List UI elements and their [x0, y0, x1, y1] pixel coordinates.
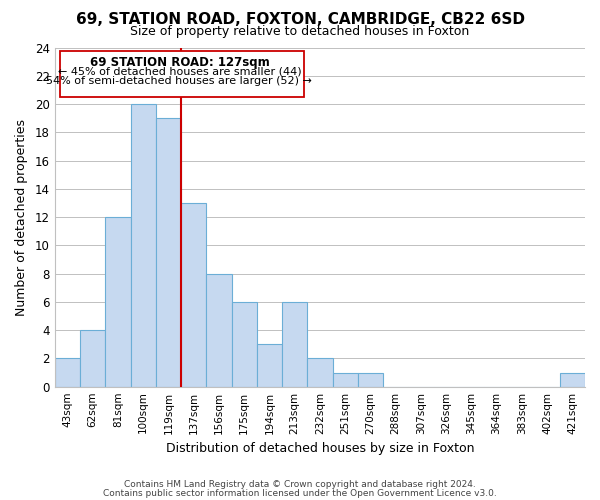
Bar [156, 118, 181, 386]
Bar [55, 358, 80, 386]
Bar [358, 372, 383, 386]
Text: Contains public sector information licensed under the Open Government Licence v3: Contains public sector information licen… [103, 489, 497, 498]
Bar [80, 330, 106, 386]
Text: Size of property relative to detached houses in Foxton: Size of property relative to detached ho… [130, 25, 470, 38]
Y-axis label: Number of detached properties: Number of detached properties [15, 118, 28, 316]
Bar [232, 302, 257, 386]
Text: ← 45% of detached houses are smaller (44): ← 45% of detached houses are smaller (44… [58, 66, 301, 76]
Bar [282, 302, 307, 386]
Text: 69 STATION ROAD: 127sqm: 69 STATION ROAD: 127sqm [89, 56, 269, 69]
Text: 54% of semi-detached houses are larger (52) →: 54% of semi-detached houses are larger (… [46, 76, 313, 86]
FancyBboxPatch shape [60, 51, 304, 96]
Text: Contains HM Land Registry data © Crown copyright and database right 2024.: Contains HM Land Registry data © Crown c… [124, 480, 476, 489]
Text: 69, STATION ROAD, FOXTON, CAMBRIDGE, CB22 6SD: 69, STATION ROAD, FOXTON, CAMBRIDGE, CB2… [76, 12, 524, 28]
Bar [257, 344, 282, 387]
Bar [332, 372, 358, 386]
X-axis label: Distribution of detached houses by size in Foxton: Distribution of detached houses by size … [166, 442, 474, 455]
Bar [560, 372, 585, 386]
Bar [307, 358, 332, 386]
Bar [106, 217, 131, 386]
Bar [206, 274, 232, 386]
Bar [131, 104, 156, 387]
Bar [181, 203, 206, 386]
